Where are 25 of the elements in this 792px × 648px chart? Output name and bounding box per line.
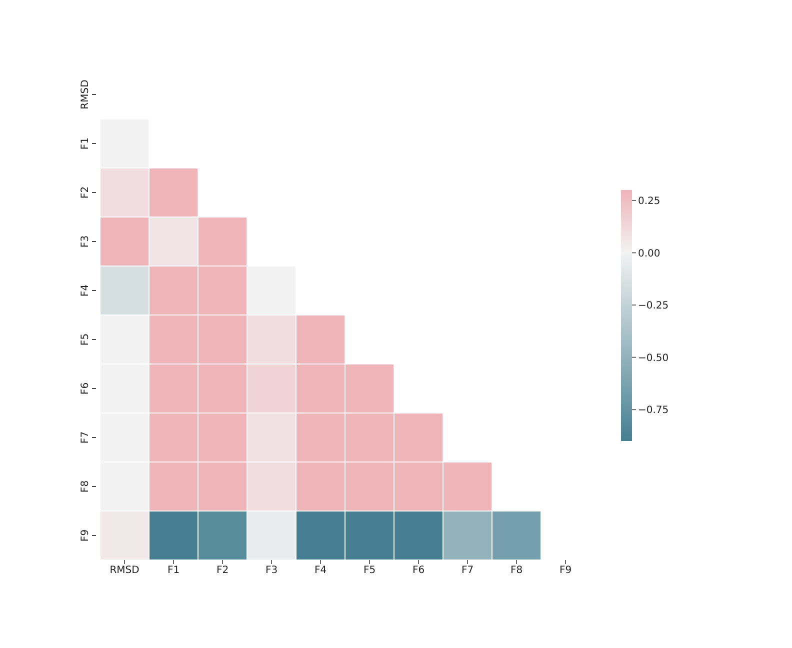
y-tick-label: F7 xyxy=(80,431,91,444)
y-tick-label: F1 xyxy=(80,137,91,150)
y-tick-label: F5 xyxy=(80,333,91,346)
x-tick-label: F3 xyxy=(265,565,278,576)
x-tick-label: F4 xyxy=(314,565,327,576)
color-bar-label: −0.25 xyxy=(638,300,669,312)
x-tick-label: F2 xyxy=(216,565,229,576)
color-bar-label: 0.00 xyxy=(638,248,660,260)
x-tick-label: F5 xyxy=(363,565,376,576)
color-bar-label: −0.50 xyxy=(638,352,669,364)
x-tick-label: F9 xyxy=(559,565,572,576)
x-tick-label: F8 xyxy=(510,565,523,576)
y-tick-label: F3 xyxy=(80,235,91,248)
x-tick-label: F7 xyxy=(461,565,474,576)
color-bar-label: −0.75 xyxy=(638,405,669,416)
y-tick-label: F4 xyxy=(80,284,91,297)
y-tick-label: F6 xyxy=(80,382,91,395)
x-tick-label: RMSD xyxy=(110,565,140,576)
y-tick-label: F9 xyxy=(80,529,91,542)
x-tick-label: F1 xyxy=(167,565,180,576)
y-tick-label: F2 xyxy=(80,186,91,199)
x-tick-label: F6 xyxy=(412,565,425,576)
color-bar-label: 0.25 xyxy=(638,196,660,208)
y-tick-label: F8 xyxy=(80,480,91,493)
y-tick-label: RMSD xyxy=(80,79,91,110)
